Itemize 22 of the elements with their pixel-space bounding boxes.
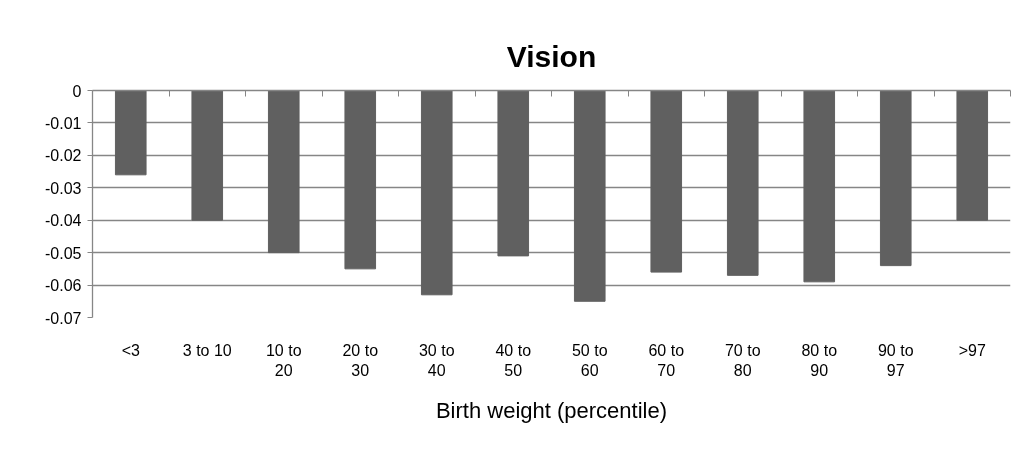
y-tick-label: -0.06 <box>45 277 82 295</box>
y-tick-label: -0.03 <box>45 179 82 197</box>
x-tick-label: >97 <box>958 341 986 359</box>
x-tick-label: 30 to 40 <box>418 341 455 379</box>
y-tick-label: -0.07 <box>45 309 82 327</box>
x-tick-label: 10 to 20 <box>265 341 302 379</box>
y-tick-label: -0.02 <box>45 147 82 165</box>
x-tick-label: 3 to 10 <box>182 341 232 359</box>
x-tick-label: 60 to 70 <box>648 341 685 379</box>
x-tick-label: 80 to 90 <box>801 341 838 379</box>
x-tick-label: <3 <box>121 341 140 359</box>
x-tick-label: 70 to 80 <box>724 341 761 379</box>
x-tick-label: 50 to 60 <box>571 341 608 379</box>
y-tick-label: -0.05 <box>45 244 82 262</box>
chart-title: Vision <box>506 39 597 73</box>
y-tick-label: -0.01 <box>45 114 82 132</box>
x-tick-label: 20 to 30 <box>342 341 379 379</box>
x-tick-label: 90 to 97 <box>877 341 914 379</box>
y-tick-label: -0.04 <box>45 212 82 230</box>
x-tick-label: 40 to 50 <box>495 341 532 379</box>
y-tick-label: 0 <box>72 82 82 100</box>
x-axis-title: Birth weight (percentile) <box>435 397 668 423</box>
